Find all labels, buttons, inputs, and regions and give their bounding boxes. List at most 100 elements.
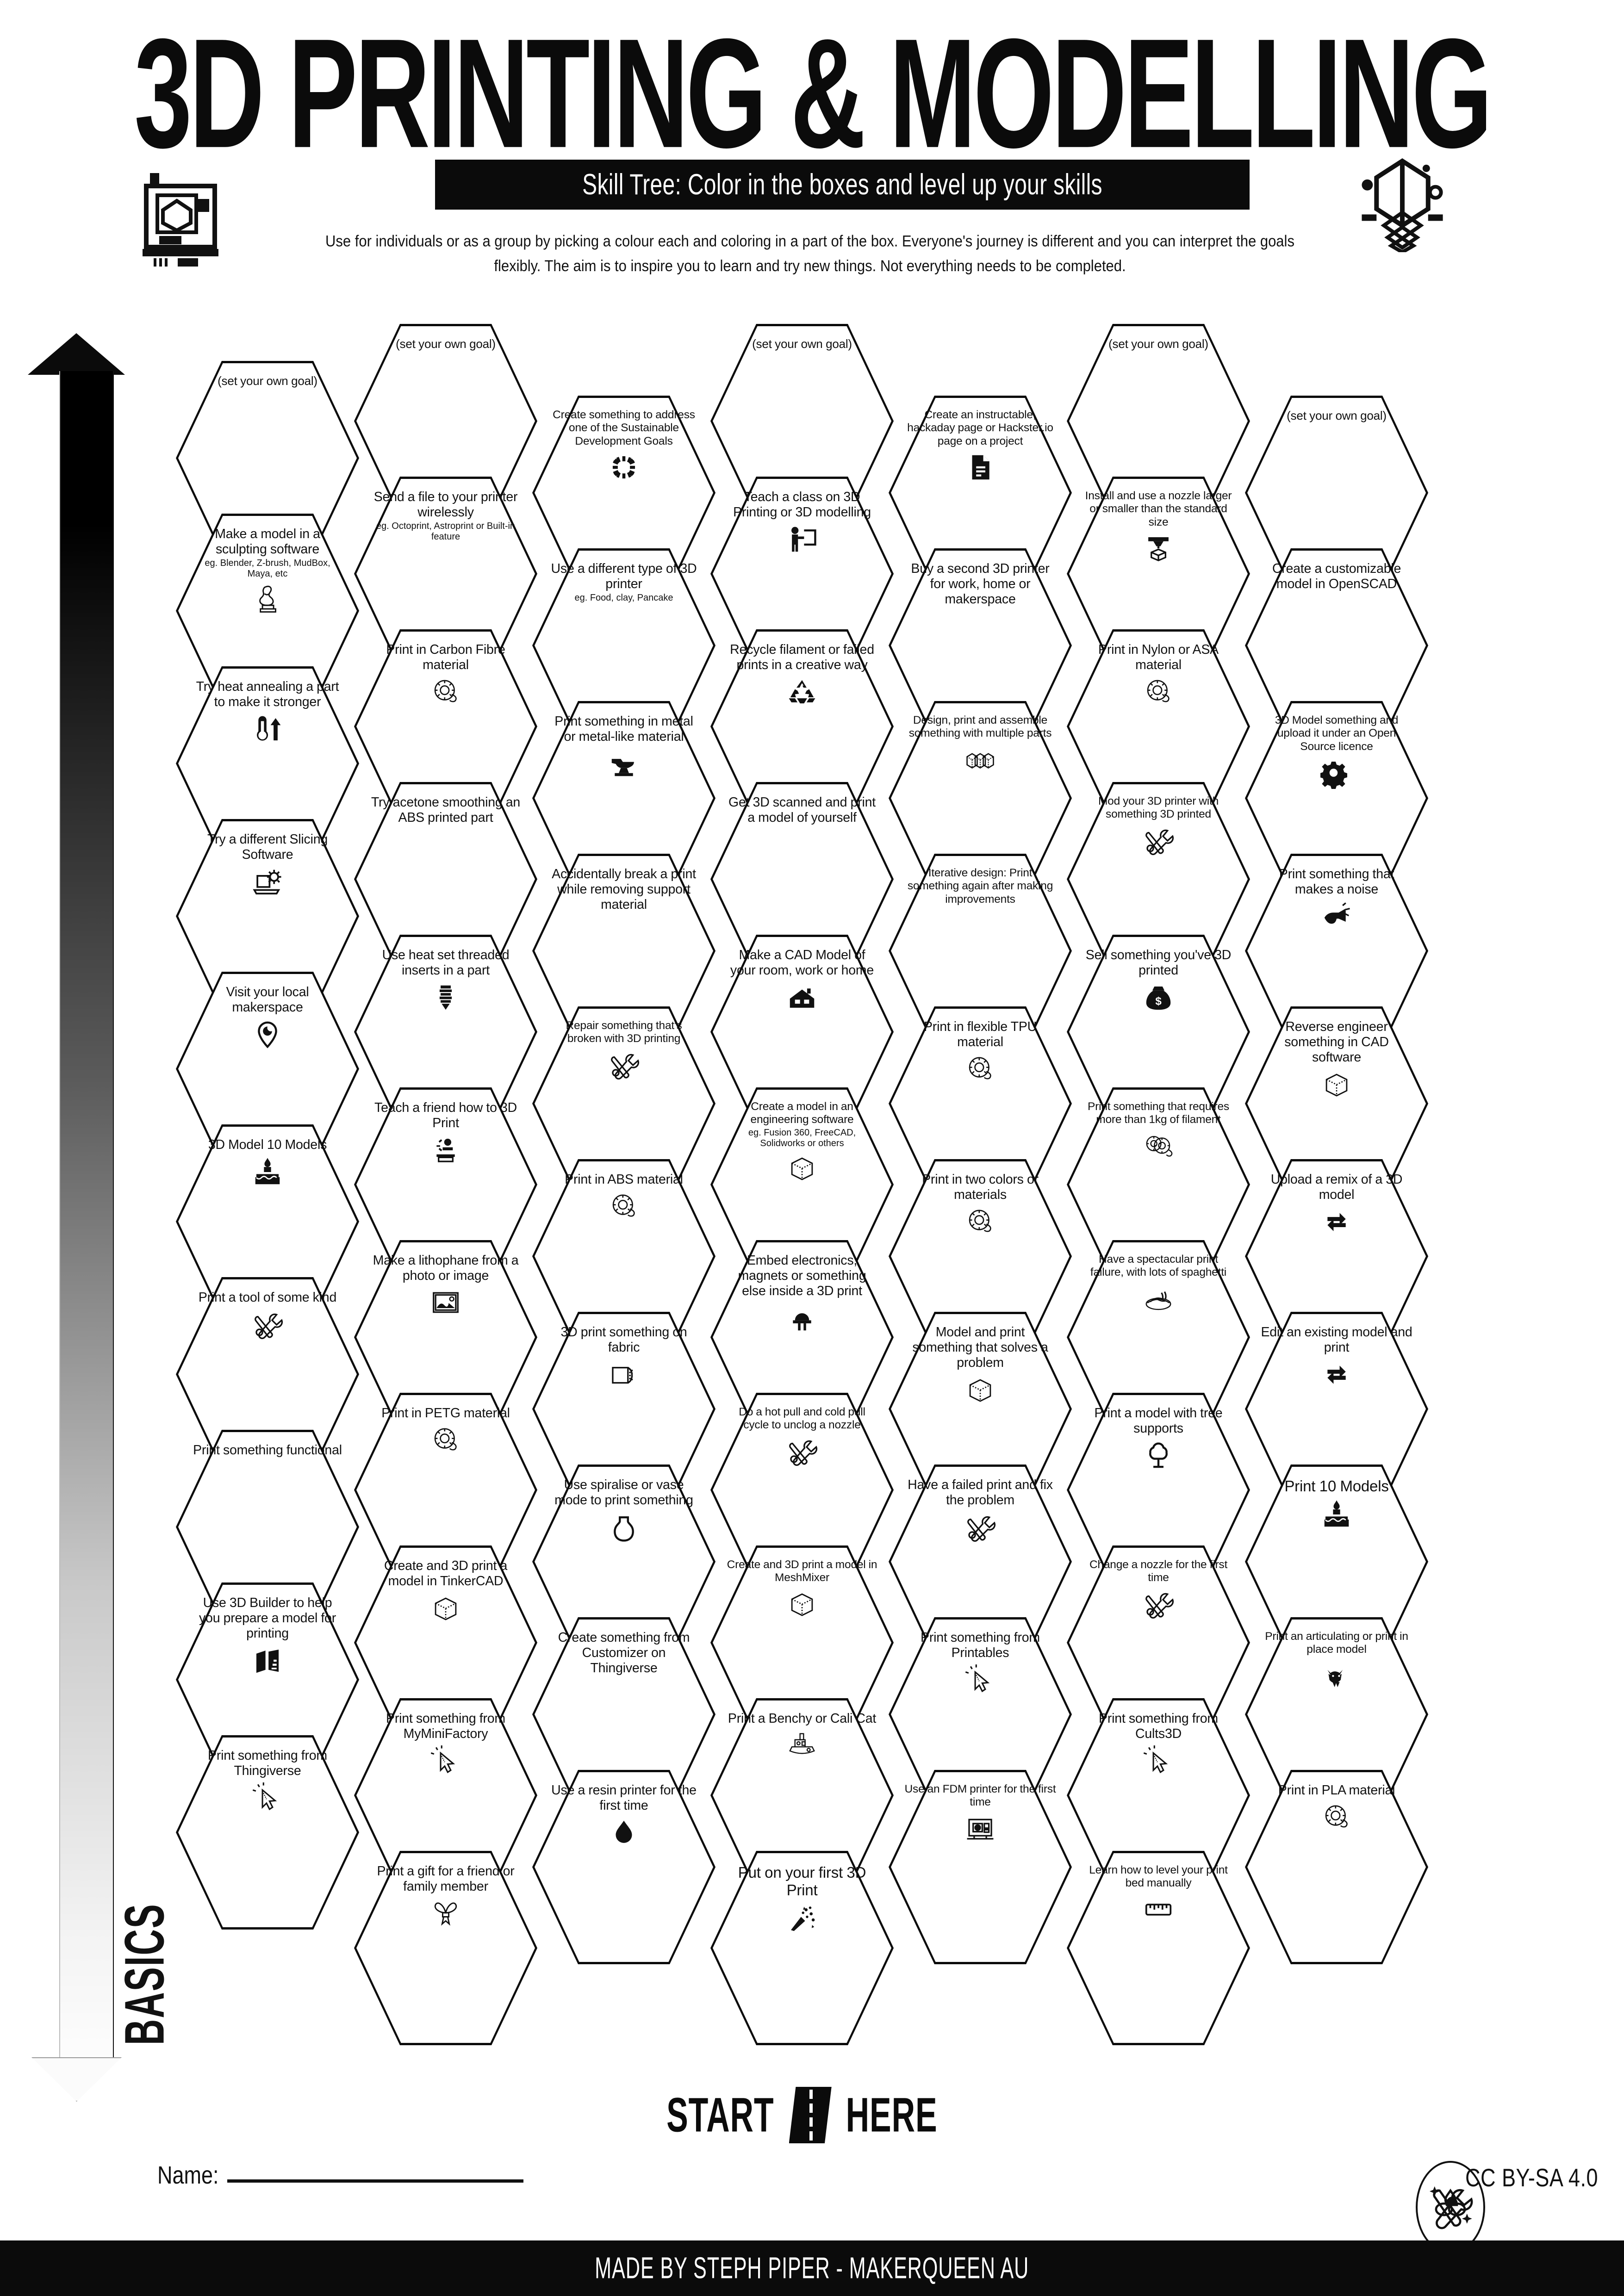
hex-content: Use heat set threaded inserts in a part bbox=[370, 948, 522, 1120]
name-input-line[interactable] bbox=[227, 2179, 523, 2183]
skill-sublabel: eg. Octoprint, Astroprint or Built-in fe… bbox=[376, 521, 516, 542]
level-axis-arrow: ADVANCED BASICS bbox=[28, 333, 176, 2102]
skill-label: Create something from Customizer on Thin… bbox=[558, 1630, 690, 1676]
hex-content: 3D Model 10 Models bbox=[192, 1137, 343, 1309]
skill-label: Create a model in an engineering softwar… bbox=[750, 1100, 854, 1126]
hex-content: Accidentally break a print while removin… bbox=[548, 867, 700, 1039]
skill-label: Have a spectacular print failure, with l… bbox=[1090, 1253, 1227, 1279]
hex-content: Mod your 3D printer with something 3D pr… bbox=[1083, 795, 1234, 967]
skill-hex[interactable]: (set your own goal) bbox=[1245, 396, 1428, 590]
skill-hex[interactable]: Print a Benchy or Cali Cat bbox=[710, 1698, 894, 1893]
skill-label: Print a model with tree supports bbox=[1094, 1406, 1223, 1436]
cursor-click-icon bbox=[1142, 1744, 1175, 1778]
skill-hex[interactable]: Print an articulating or print in place … bbox=[1245, 1617, 1428, 1812]
skill-label: Teach a class on 3D Printing or 3D model… bbox=[733, 490, 871, 520]
tools-icon bbox=[786, 1435, 818, 1468]
three-boxes-icon bbox=[964, 743, 996, 776]
led-icon bbox=[786, 1302, 818, 1335]
cake-icon bbox=[1320, 1498, 1353, 1531]
skill-label: Repair something that's broken with 3D p… bbox=[566, 1019, 682, 1045]
skill-label: Print a Benchy or Cali Cat bbox=[728, 1711, 877, 1726]
name-field[interactable]: Name: bbox=[157, 2161, 523, 2189]
skill-hex[interactable]: Recycle filament or failed prints in a c… bbox=[710, 629, 894, 824]
skill-label: Use a different type of 3D printer bbox=[551, 561, 697, 592]
tools-icon bbox=[1142, 1588, 1175, 1621]
skill-hex[interactable]: Embed electronics, magnets or something … bbox=[710, 1240, 894, 1434]
hex-content: Change a nozzle for the first time bbox=[1083, 1558, 1234, 1731]
skill-label: Do a hot pull and cold pull cycle to unc… bbox=[739, 1406, 865, 1432]
thermometer-up-icon bbox=[251, 713, 284, 746]
hex-content: Use a different type of 3D printer eg. Fo… bbox=[548, 561, 700, 733]
skill-label: Use heat set threaded inserts in a part bbox=[382, 948, 510, 978]
skill-hex[interactable]: Upload a remix of a 3D model bbox=[1245, 1159, 1428, 1353]
hex-content: Print a tool of some kind bbox=[192, 1290, 343, 1462]
skill-hex[interactable]: Use an FDM printer for the first time bbox=[889, 1770, 1072, 1964]
hex-content: Create a model in an engineering softwar… bbox=[726, 1100, 878, 1272]
hex-content: Install and use a nozzle larger or small… bbox=[1083, 490, 1234, 662]
hex-fill[interactable] bbox=[535, 1772, 713, 1962]
skill-hex[interactable]: Learn how to level your print bed manual… bbox=[1067, 1851, 1250, 2045]
skill-hex[interactable]: Put on your first 3D Print bbox=[710, 1851, 894, 2045]
skill-hex[interactable]: Print in two colors or materials bbox=[889, 1159, 1072, 1353]
hex-content: Print in flexible TPU material bbox=[904, 1019, 1056, 1191]
sdg-wheel-icon bbox=[608, 451, 640, 484]
skill-hex[interactable]: Print in PLA material bbox=[1245, 1770, 1428, 1964]
hex-content: Print something that makes a noise bbox=[1261, 867, 1412, 1039]
hex-content: Teach a friend how to 3D Print bbox=[370, 1100, 522, 1272]
skill-label: Print in PETG material bbox=[381, 1406, 510, 1421]
skill-label: Print something from MyMiniFactory bbox=[386, 1711, 505, 1742]
hex-content: Print something from Thingiverse bbox=[192, 1748, 343, 1920]
hex-content: Upload a remix of a 3D model bbox=[1261, 1172, 1412, 1344]
skill-label: Use an FDM printer for the first time bbox=[904, 1783, 1056, 1809]
horn-icon bbox=[1320, 900, 1353, 933]
skill-hex[interactable]: Print 10 Models bbox=[1245, 1464, 1428, 1659]
cursor-click-icon bbox=[251, 1781, 284, 1815]
skill-hex[interactable]: 3D Model something and upload it under a… bbox=[1245, 701, 1428, 895]
skill-label: Make a model in a sculpting software bbox=[215, 527, 320, 557]
skill-label: Iterative design: Print something again … bbox=[907, 867, 1053, 906]
skill-hex[interactable]: Print something that makes a noise bbox=[1245, 854, 1428, 1048]
skill-sublabel: eg. Fusion 360, FreeCAD, Solidworks or o… bbox=[748, 1127, 856, 1148]
remix-arrows-icon bbox=[1320, 1358, 1353, 1391]
hex-fill[interactable] bbox=[713, 1853, 891, 2043]
skill-label: Print in PLA material bbox=[1278, 1783, 1395, 1798]
dotted-cube-icon bbox=[429, 1592, 462, 1625]
filament-spool-icon bbox=[1320, 1801, 1353, 1834]
page-title: 3D PRINTING & MODELLING bbox=[134, 6, 1493, 181]
laptop-gear-icon bbox=[251, 865, 284, 899]
fdm-printer-icon bbox=[964, 1812, 996, 1845]
tools-icon bbox=[964, 1511, 996, 1544]
skill-label: Mod your 3D printer with something 3D pr… bbox=[1098, 795, 1219, 821]
start-label: START bbox=[666, 2088, 774, 2142]
hex-content: Print in two colors or materials bbox=[904, 1172, 1056, 1344]
skill-hex[interactable]: Edit an existing model and print bbox=[1245, 1312, 1428, 1506]
skill-hex[interactable]: Try acetone smoothing an ABS printed par… bbox=[354, 782, 537, 976]
skill-hex[interactable]: Create an instructable, hackaday page or… bbox=[889, 396, 1072, 590]
skill-hex[interactable]: Print a gift for a friend or family memb… bbox=[354, 1851, 537, 2045]
skill-label: Embed electronics, magnets or something … bbox=[738, 1253, 866, 1299]
skill-label: Create and 3D print a model in TinkerCAD bbox=[384, 1558, 508, 1589]
skill-label: Print in two colors or materials bbox=[922, 1172, 1039, 1203]
skill-label: Model and print something that solves a … bbox=[912, 1325, 1048, 1371]
skill-hex[interactable]: Use heat set threaded inserts in a part bbox=[354, 935, 537, 1129]
skill-label: Create and 3D print a model in MeshMixer bbox=[727, 1558, 877, 1584]
hex-content: (set your own goal) bbox=[370, 337, 522, 509]
skill-hex[interactable]: Print something from Thingiverse bbox=[176, 1735, 359, 1930]
3d-printer-icon bbox=[139, 171, 231, 271]
road-icon bbox=[789, 2087, 832, 2143]
hex-content: Create a customizable model in OpenSCAD bbox=[1261, 561, 1412, 733]
fabric-icon bbox=[608, 1358, 640, 1391]
hex-content: (set your own goal) bbox=[1083, 337, 1234, 509]
skill-sublabel: eg. Blender, Z-brush, MudBox, Maya, etc bbox=[205, 558, 330, 579]
skill-hex[interactable]: Create and 3D print a model in TinkerCAD bbox=[354, 1545, 537, 1740]
skill-label: Print a gift for a friend or family memb… bbox=[377, 1864, 515, 1894]
skill-hex[interactable]: Print something in metal or metal-like m… bbox=[532, 701, 716, 895]
skill-label: Print something functional bbox=[193, 1443, 342, 1458]
skill-hex[interactable]: Use a resin printer for the first time bbox=[532, 1770, 716, 1964]
skill-hex[interactable]: Sell something you've 3D printed $ bbox=[1067, 935, 1250, 1129]
skill-hex[interactable]: Teach a friend how to 3D Print bbox=[354, 1087, 537, 1282]
skill-label: Print a tool of some kind bbox=[198, 1290, 337, 1305]
skill-label: Change a nozzle for the first time bbox=[1089, 1558, 1228, 1584]
two-spools-icon bbox=[1142, 1129, 1175, 1163]
skill-label: Print something that requires more than … bbox=[1088, 1100, 1229, 1126]
